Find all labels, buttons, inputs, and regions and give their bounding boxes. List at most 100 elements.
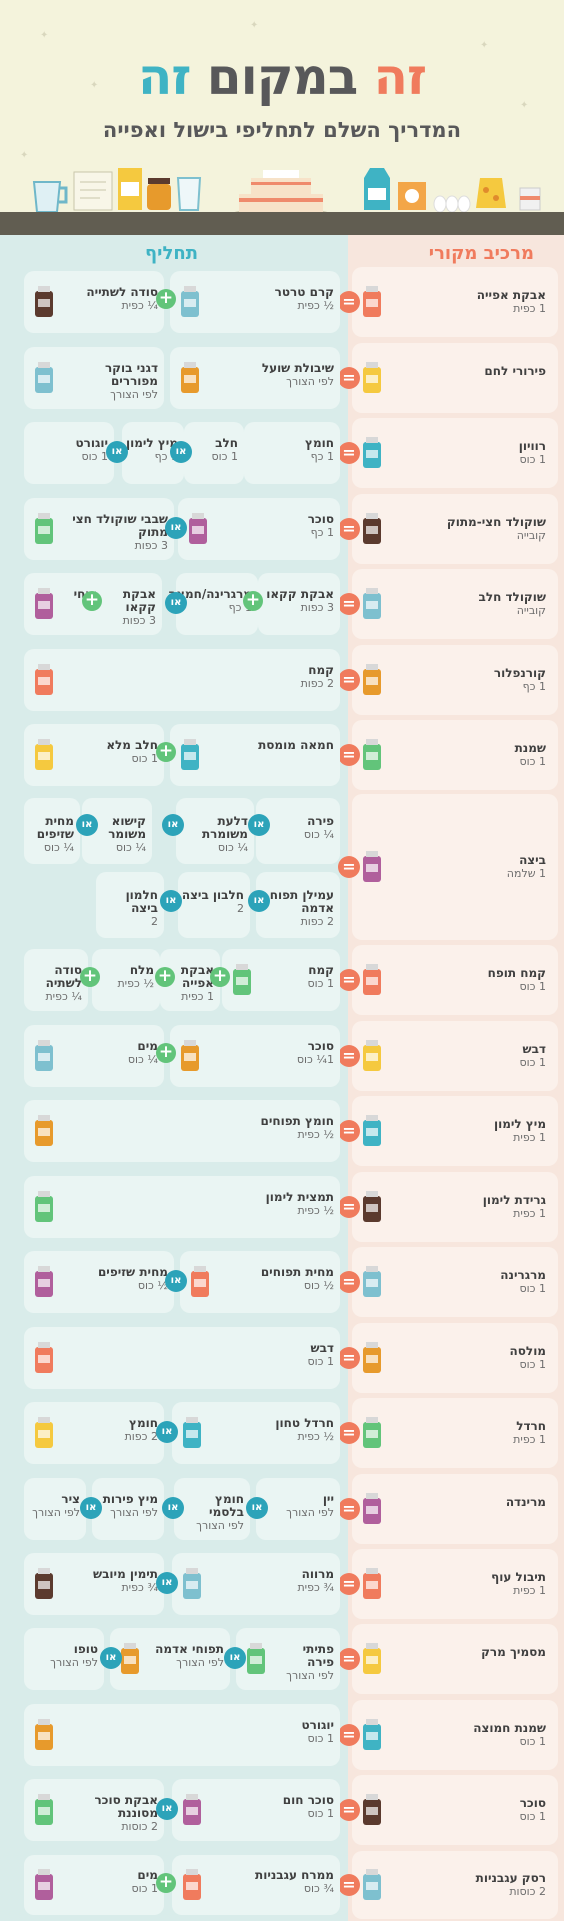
substitute-text: חומץ 1 כף xyxy=(246,437,334,464)
original-name: חרדל xyxy=(516,1419,546,1433)
original-quantity: 1 כוס xyxy=(519,980,546,993)
substitute-text: מחית שזיפים ½ כוס xyxy=(62,1266,168,1293)
substitute-card: חומץ 1 כף xyxy=(244,422,340,484)
original-card: רוויון 1 כוס xyxy=(352,418,558,488)
substitute-quantity: לפי הצורך xyxy=(286,1506,334,1519)
substitute-name: דגני בוקר מפוררים xyxy=(104,361,158,388)
substitute-text: תימין מיובש ¾ כפית xyxy=(62,1568,158,1595)
substitute-name: סוכר xyxy=(307,1039,334,1053)
substitute-card: חלמון ביצה 2 xyxy=(96,872,164,938)
or-badge: או xyxy=(160,890,182,912)
original-quantity: 1 כוס xyxy=(519,453,546,466)
substitute-text: יוגורט 1 כוס xyxy=(26,437,108,464)
substitute-icon xyxy=(35,1719,53,1750)
substitute-name: סודה לשתייה xyxy=(86,285,158,299)
original-name: גרידת לימון xyxy=(482,1193,546,1207)
substitute-card: מחית שזיפים ¼ כוס xyxy=(24,798,80,864)
substitute-quantity: ¼ כוס xyxy=(127,1053,158,1066)
or-badge: או xyxy=(170,441,192,463)
substitute-card: יוגורט 1 כוס xyxy=(24,422,114,484)
substitute-card: אבקת קקאו 3 כפות xyxy=(258,573,340,635)
original-text: דבש 1 כוס xyxy=(436,1043,546,1070)
substitute-text: דלעת משומרת ¼ כוס xyxy=(178,815,248,855)
or-badge: או xyxy=(106,441,128,463)
substitute-icon xyxy=(35,1568,53,1599)
original-name: שמנת חמוצה xyxy=(473,1721,546,1735)
substitute-name: קרם טרטר xyxy=(274,285,334,299)
substitute-quantity: 2 כוסות xyxy=(121,1820,158,1833)
original-text: גרידת לימון 1 כפית xyxy=(436,1194,546,1221)
substitute-quantity: 2 כפות xyxy=(124,1430,158,1443)
ingredient-row-marinade: מרינדה = ציר לפי הצורך מיץ פירות לפי הצורך חומ… xyxy=(0,1474,564,1544)
ingredient-row-tomato-paste: רסק עגבניות 2 כוסות = מים 1 כוס ממרח עגבניות ¾… xyxy=(0,1851,564,1919)
substitute-name: יוגורט xyxy=(75,436,108,450)
poultry-seasoning-icon xyxy=(363,1568,381,1599)
substitute-text: מלח ½ כפית xyxy=(94,964,154,991)
substitute-quantity: 1 כוס xyxy=(211,450,238,463)
substitute-name: חרדל טחון xyxy=(275,1416,334,1430)
equals-icon: = xyxy=(338,1045,360,1067)
substitute-name: יין xyxy=(322,1492,334,1506)
original-card: אבקת אפייה 1 כפית xyxy=(352,267,558,337)
substitute-text: חומץ בלסמי לפי הצורך xyxy=(176,1493,244,1533)
equals-icon: = xyxy=(338,1422,360,1444)
plus-icon: + xyxy=(156,742,176,762)
ingredient-row-baking-powder: אבקת אפייה 1 כפית = סודה לשתייה ¼ כפית קרם טר… xyxy=(0,267,564,337)
soup-thickener-icon xyxy=(363,1643,381,1674)
original-name: תיבול עוף xyxy=(491,1570,546,1584)
substitute-quantity: ¼ כוס xyxy=(43,841,74,854)
original-name: פירורי לחם xyxy=(484,364,546,378)
original-card: ביצה 1 שלמה xyxy=(352,794,558,940)
substitute-quantity: 1 כוס xyxy=(307,1355,334,1368)
original-name: סוכר xyxy=(519,1796,546,1810)
substitute-quantity: לפי הצורך xyxy=(110,388,158,401)
original-quantity: 1 כוס xyxy=(519,1282,546,1295)
substitute-card: קרם טרטר ½ כפית xyxy=(170,271,340,333)
substitute-icon xyxy=(35,1342,53,1373)
substitute-text: מחית שזיפים ¼ כוס xyxy=(26,815,74,855)
substitute-name: חומץ בלסמי xyxy=(209,1492,244,1519)
substitute-quantity: 3 כפות xyxy=(300,601,334,614)
substitute-quantity: ½ כוס xyxy=(303,1279,334,1292)
original-name: קורנפלור xyxy=(493,666,546,680)
or-badge: או xyxy=(80,1497,102,1519)
substitute-text: מים ¼ כוס xyxy=(62,1040,158,1067)
substitute-icon xyxy=(183,1794,201,1825)
substitute-text: חומץ 2 כפות xyxy=(62,1417,158,1444)
substitute-icon xyxy=(35,739,53,770)
tomato-paste-icon xyxy=(363,1869,381,1900)
original-text: שוקולד חצי-מתוק קובייה xyxy=(436,516,546,543)
substitute-card: סוכר 1¼ כוס xyxy=(170,1025,340,1087)
ingredient-row-egg: ביצה 1 שלמה = מחית שזיפים ¼ כוס קישוא משומר ¼ … xyxy=(0,794,564,940)
honey-jar-icon xyxy=(147,178,171,210)
substitute-card: אבקת קקאו 3 כפות xyxy=(96,573,162,635)
equals-icon: = xyxy=(338,1347,360,1369)
substitute-text: דבש 1 כוס xyxy=(62,1342,334,1369)
substitute-icon xyxy=(35,513,53,544)
original-text: שמנת חמוצה 1 כוס xyxy=(436,1722,546,1749)
original-card: שמנת חמוצה 1 כוס xyxy=(352,1700,558,1770)
milk-chocolate-icon xyxy=(363,588,381,619)
buttermilk-icon xyxy=(363,437,381,468)
substitute-name: ציר xyxy=(61,1492,80,1506)
equals-icon: = xyxy=(338,1648,360,1670)
equals-icon: = xyxy=(338,744,360,766)
original-card: חרדל 1 כפית xyxy=(352,1398,558,1468)
substitute-card: חלב מלא 1 כוס xyxy=(24,724,164,786)
substitute-name: מרווה xyxy=(301,1567,334,1581)
lemon-zest-icon xyxy=(363,1191,381,1222)
original-quantity: קובייה xyxy=(516,529,546,542)
substitute-name: דלעת משומרת xyxy=(201,814,248,841)
substitute-quantity: 2 xyxy=(237,902,244,915)
equals-icon: = xyxy=(338,367,360,389)
substitute-name: מחית תפוחים xyxy=(260,1265,334,1279)
original-quantity: 1 כף xyxy=(522,680,546,693)
plus-icon: + xyxy=(80,967,100,987)
original-quantity: 1 כפית xyxy=(513,1433,546,1446)
substitute-text: סוכר 1 כף xyxy=(216,513,334,540)
margarine-icon xyxy=(363,1266,381,1297)
substitute-name: מחית שזיפים xyxy=(97,1265,168,1279)
substitute-quantity: לפי הצורך xyxy=(110,1506,158,1519)
substitute-quantity: 1 כוס xyxy=(81,450,108,463)
